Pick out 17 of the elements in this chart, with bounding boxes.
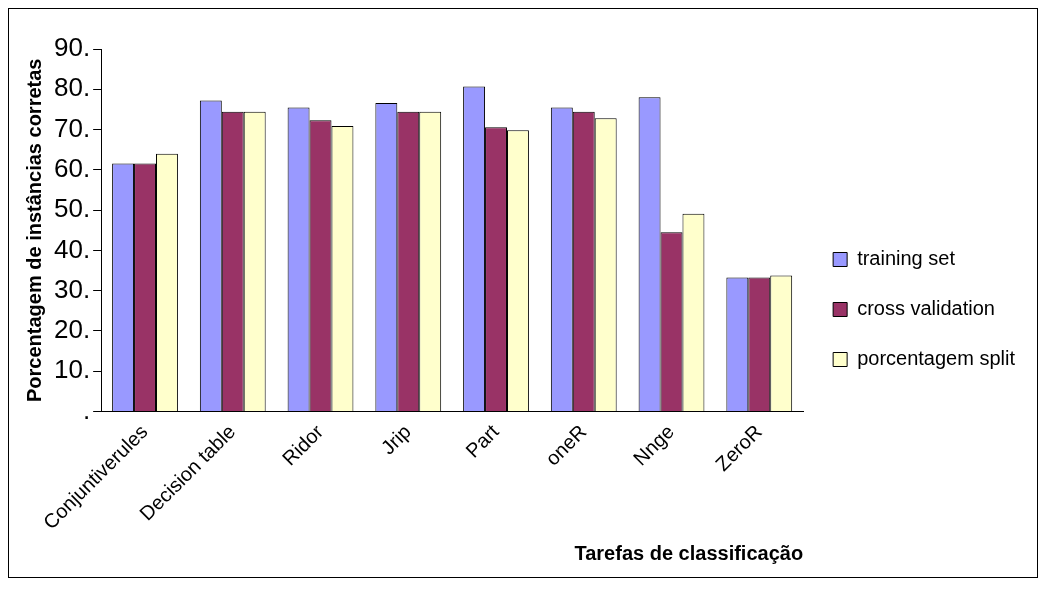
y-tick-label: 50.: [53, 193, 91, 224]
x-tick-label: Jrip: [376, 420, 415, 459]
y-tick-label: 80.: [53, 72, 91, 103]
y-axis-title: Porcentagem de instâncias corretas: [22, 58, 45, 403]
x-tick-label: Part: [461, 419, 504, 462]
legend-label: cross validation: [857, 297, 995, 320]
y-tick-label: 20.: [53, 314, 91, 345]
y-tick-label: 70.: [53, 112, 91, 143]
y-tick-label: 40.: [53, 233, 91, 264]
y-tick-label: 30.: [53, 273, 91, 304]
x-axis-title: Tarefas de classificação: [574, 541, 804, 564]
y-tick-label: .: [82, 394, 91, 425]
y-tick-label: 10.: [53, 354, 91, 385]
y-tick-label: 90.: [53, 32, 91, 63]
y-tick-label: 60.: [53, 153, 91, 184]
legend-label: porcentagem split: [857, 347, 1016, 370]
legend-label: training set: [857, 247, 956, 270]
